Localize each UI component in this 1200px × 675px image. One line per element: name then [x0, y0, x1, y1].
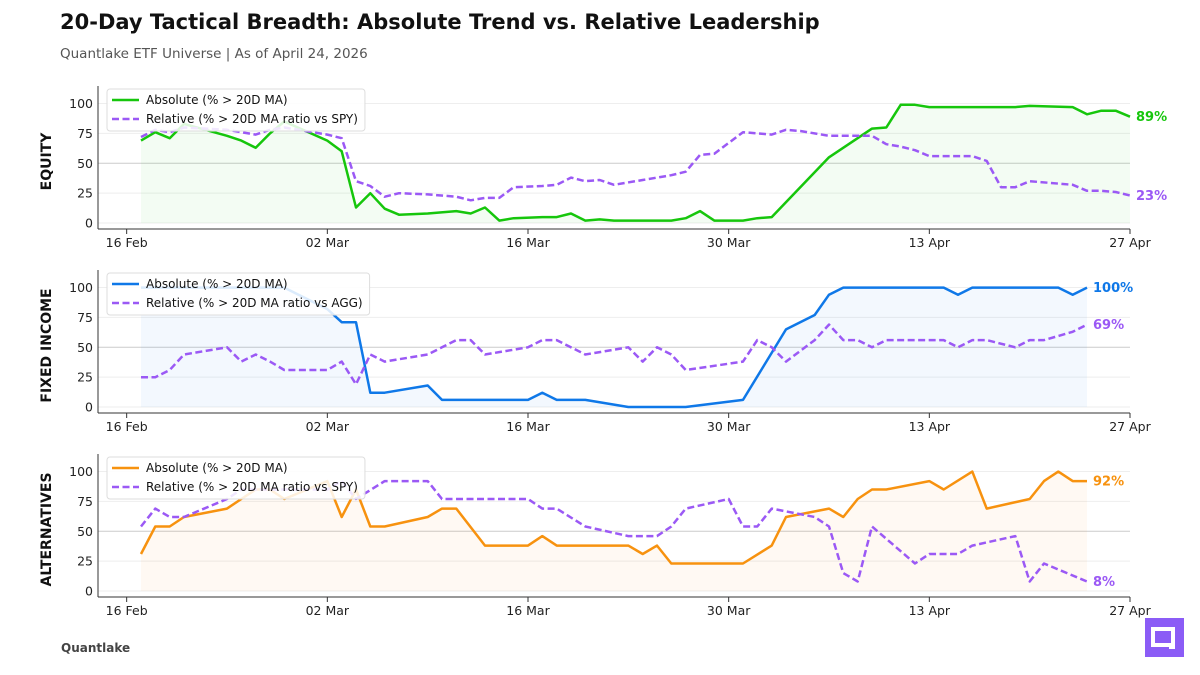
legend-label: Relative (% > 20D MA ratio vs SPY) — [146, 112, 358, 126]
y-tick-label: 100 — [69, 280, 93, 295]
relative-end-label: 69% — [1093, 318, 1124, 333]
x-tick-label: 13 Apr — [909, 419, 951, 434]
absolute-area — [141, 471, 1087, 592]
x-tick-label: 13 Apr — [909, 235, 951, 250]
x-tick-label: 02 Mar — [306, 419, 350, 434]
absolute-area — [141, 287, 1087, 408]
x-tick-label: 27 Apr — [1109, 419, 1151, 434]
legend-label: Relative (% > 20D MA ratio vs AGG) — [146, 296, 363, 310]
legend-box — [106, 272, 371, 316]
panel-label: FIXED INCOME — [39, 288, 55, 402]
footer-brand: Quantlake — [61, 641, 131, 655]
panel-label: ALTERNATIVES — [39, 472, 55, 586]
x-tick-label: 16 Feb — [106, 603, 148, 618]
x-tick-label: 27 Apr — [1109, 603, 1151, 618]
y-tick-label: 25 — [77, 554, 93, 569]
y-tick-label: 25 — [77, 370, 93, 385]
y-tick-label: 0 — [85, 584, 93, 599]
page-title: 20-Day Tactical Breadth: Absolute Trend … — [60, 10, 820, 34]
x-tick-label: 02 Mar — [306, 235, 350, 250]
panel-label: EQUITY — [39, 132, 55, 191]
absolute-area — [141, 104, 1130, 224]
quantlake-logo-icon — [1145, 618, 1184, 657]
y-tick-label: 75 — [77, 126, 93, 141]
absolute-end-label: 92% — [1093, 475, 1124, 490]
x-tick-label: 30 Mar — [707, 235, 751, 250]
x-tick-label: 30 Mar — [707, 603, 751, 618]
legend-label: Absolute (% > 20D MA) — [146, 93, 288, 107]
y-tick-label: 75 — [77, 494, 93, 509]
legend-label: Absolute (% > 20D MA) — [146, 461, 288, 475]
x-tick-label: 16 Mar — [506, 235, 550, 250]
legend: Absolute (% > 20D MA) Relative (% > 20D M… — [106, 272, 371, 316]
page-subtitle: Quantlake ETF Universe | As of April 24,… — [60, 46, 368, 62]
y-tick-label: 100 — [69, 96, 93, 111]
y-tick-label: 50 — [77, 340, 93, 355]
legend-box — [106, 456, 366, 500]
x-tick-label: 16 Mar — [506, 419, 550, 434]
y-tick-label: 50 — [77, 524, 93, 539]
legend-label: Relative (% > 20D MA ratio vs SPY) — [146, 480, 358, 494]
relative-line — [140, 126, 1131, 202]
x-tick-label: 16 Feb — [106, 419, 148, 434]
y-tick-label: 25 — [77, 186, 93, 201]
absolute-end-label: 89% — [1136, 110, 1167, 125]
x-tick-label: 02 Mar — [306, 603, 350, 618]
x-tick-label: 16 Feb — [106, 235, 148, 250]
legend-box — [106, 88, 366, 132]
x-tick-label: 30 Mar — [707, 419, 751, 434]
y-tick-label: 75 — [77, 310, 93, 325]
legend: Absolute (% > 20D MA) Relative (% > 20D M… — [106, 456, 366, 500]
y-tick-label: 0 — [85, 400, 93, 415]
equity-panel: 0 25 50 75 100 89% 23% 16 Feb 02 Mar 16 Mar 30 Mar… — [39, 86, 1167, 250]
y-tick-label: 50 — [77, 156, 93, 171]
x-tick-label: 27 Apr — [1109, 235, 1151, 250]
relative-end-label: 23% — [1136, 189, 1167, 204]
x-tick-label: 16 Mar — [506, 603, 550, 618]
relative-end-label: 8% — [1093, 575, 1115, 590]
x-tick-label: 13 Apr — [909, 603, 951, 618]
fixed-income-panel: 0 25 50 75 100 100% 69% 16 Feb 02 Mar 16 Mar 30 Ma… — [39, 270, 1152, 434]
relative-line — [141, 323, 1088, 386]
legend: Absolute (% > 20D MA) Relative (% > 20D M… — [106, 88, 366, 132]
legend-label: Absolute (% > 20D MA) — [146, 277, 288, 291]
absolute-end-label: 100% — [1093, 281, 1133, 296]
y-tick-label: 100 — [69, 464, 93, 479]
y-tick-label: 0 — [85, 216, 93, 231]
alternatives-panel: 0 25 50 75 100 92% 8% 16 Feb 02 Mar 16 Mar 30 Mar 1… — [39, 454, 1152, 618]
